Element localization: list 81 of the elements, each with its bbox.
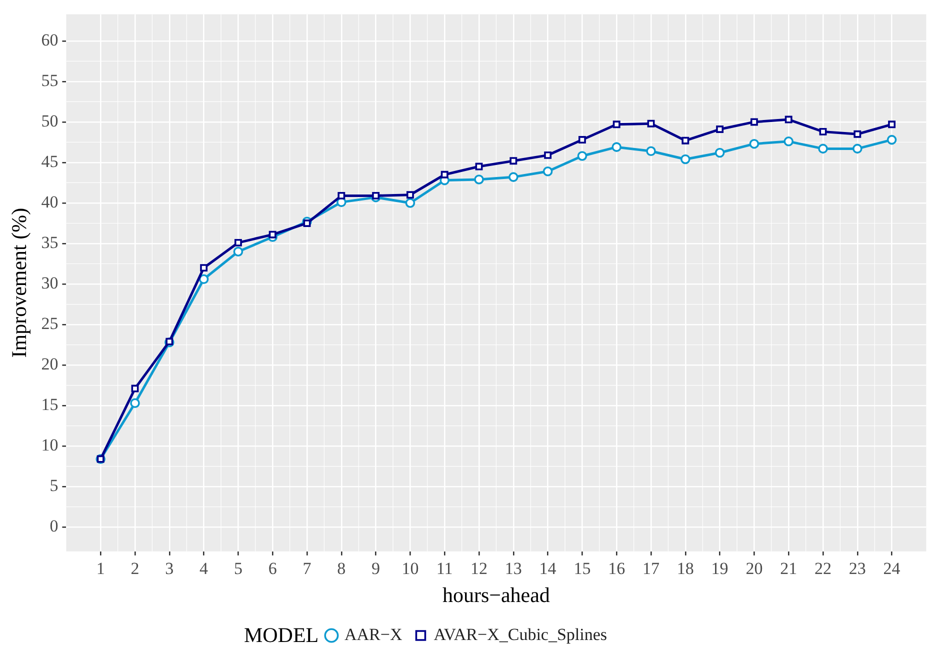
x-tick-label: 10 bbox=[402, 559, 419, 578]
x-tick-label: 9 bbox=[372, 559, 380, 578]
point bbox=[646, 146, 656, 156]
y-tick-label: 40 bbox=[41, 192, 58, 212]
y-tick-label: 5 bbox=[50, 476, 58, 496]
y-tick-label: 25 bbox=[41, 314, 58, 333]
x-tick-label: 6 bbox=[268, 559, 277, 578]
x-tick-label: 5 bbox=[234, 559, 242, 578]
point bbox=[233, 246, 244, 257]
x-tick-label: 15 bbox=[574, 559, 591, 578]
point bbox=[784, 116, 792, 124]
x-tick-label: 11 bbox=[436, 559, 453, 578]
x-tick-label: 19 bbox=[711, 559, 728, 578]
point bbox=[818, 144, 828, 154]
point bbox=[440, 170, 448, 178]
x-tick-label: 4 bbox=[200, 559, 209, 578]
x-tick-label: 7 bbox=[302, 559, 312, 578]
point bbox=[234, 238, 242, 246]
x-tick-label: 8 bbox=[337, 559, 346, 578]
y-tick-label: 45 bbox=[41, 152, 58, 171]
y-tick-label: 30 bbox=[41, 273, 58, 292]
point bbox=[268, 230, 276, 238]
point bbox=[474, 174, 484, 184]
y-tick-label: 10 bbox=[41, 436, 58, 455]
y-tick-label: 15 bbox=[41, 395, 58, 414]
point bbox=[303, 220, 311, 227]
point bbox=[714, 148, 725, 158]
x-tick-label: 16 bbox=[608, 559, 626, 578]
x-tick-label: 17 bbox=[642, 559, 660, 578]
point bbox=[131, 384, 139, 392]
point bbox=[680, 154, 690, 164]
point bbox=[338, 192, 346, 200]
point bbox=[716, 126, 724, 133]
legend-label: AVAR−X_Cubic_Splines bbox=[434, 624, 608, 644]
y-tick-label: 60 bbox=[41, 30, 58, 50]
point bbox=[612, 142, 622, 152]
legend-title: MODEL bbox=[244, 623, 319, 648]
y-tick-label: 35 bbox=[41, 232, 58, 252]
point bbox=[682, 136, 690, 144]
point bbox=[406, 191, 414, 199]
point bbox=[854, 130, 862, 138]
y-tick-label: 55 bbox=[41, 70, 58, 90]
point bbox=[784, 136, 794, 146]
point bbox=[544, 151, 552, 159]
point bbox=[200, 264, 208, 272]
point bbox=[578, 136, 586, 144]
point bbox=[542, 166, 553, 176]
x-tick-label: 20 bbox=[746, 559, 763, 578]
point bbox=[749, 138, 760, 149]
x-tick-label: 13 bbox=[504, 559, 522, 578]
x-tick-label: 18 bbox=[676, 559, 694, 578]
point bbox=[475, 162, 483, 170]
point bbox=[750, 118, 758, 126]
x-tick-label: 12 bbox=[470, 559, 488, 578]
x-tick-label: 21 bbox=[780, 559, 798, 578]
legend-label: AAR−X bbox=[344, 624, 402, 644]
y-tick-label: 20 bbox=[41, 354, 58, 374]
point bbox=[612, 120, 620, 128]
point bbox=[577, 151, 588, 161]
point bbox=[508, 172, 518, 182]
x-tick-label: 24 bbox=[883, 559, 901, 578]
x-tick-label: 2 bbox=[130, 559, 140, 578]
point bbox=[647, 120, 655, 128]
point bbox=[852, 144, 862, 154]
point bbox=[510, 157, 518, 165]
point bbox=[372, 192, 380, 200]
y-tick-label: 0 bbox=[50, 516, 58, 536]
x-tick-label: 22 bbox=[814, 559, 832, 578]
x-tick-label: 14 bbox=[539, 559, 557, 578]
x-tick-label: 23 bbox=[848, 559, 866, 578]
point bbox=[130, 398, 140, 408]
y-axis-title: Improvement (%) bbox=[7, 208, 32, 358]
point bbox=[819, 128, 827, 136]
point bbox=[886, 134, 897, 145]
x-tick-label: 1 bbox=[96, 559, 105, 578]
x-tick-label: 3 bbox=[165, 559, 174, 578]
y-tick-label: 50 bbox=[41, 111, 58, 130]
point bbox=[888, 120, 896, 128]
point bbox=[198, 274, 209, 284]
x-axis-title: hours−ahead bbox=[442, 582, 550, 607]
point bbox=[405, 198, 416, 208]
